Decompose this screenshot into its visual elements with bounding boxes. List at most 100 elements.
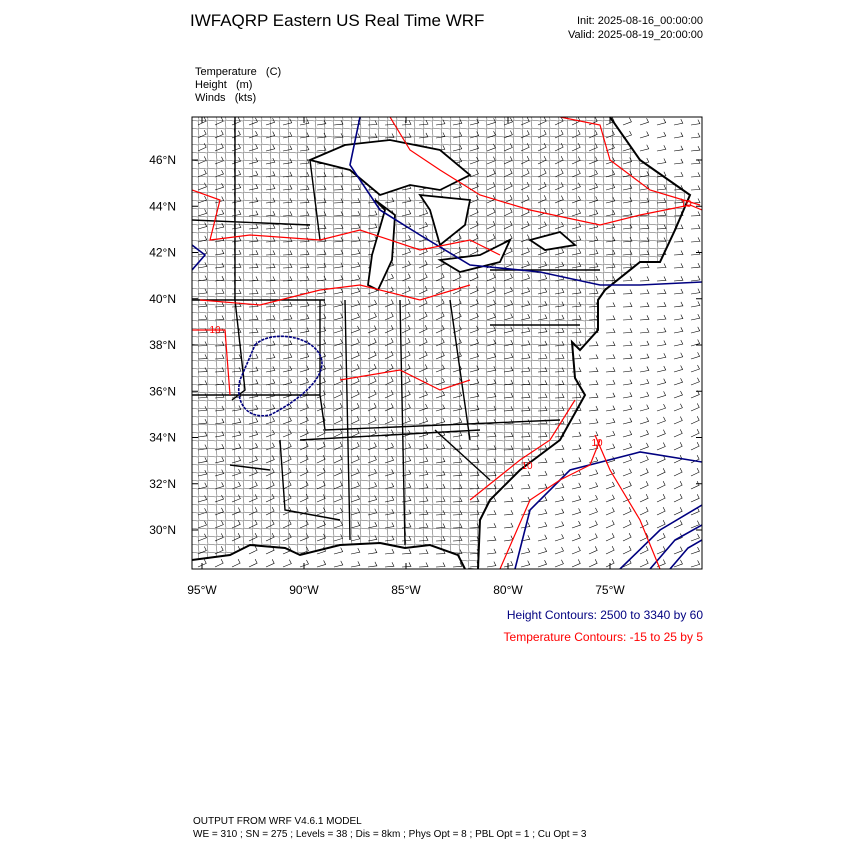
wind-barb (554, 521, 565, 529)
wind-barb (605, 558, 615, 568)
wind-barb (690, 145, 701, 152)
wind-barb (673, 559, 683, 568)
wind-barb (605, 354, 616, 360)
wind-barb (554, 559, 564, 568)
wind-barb (384, 562, 395, 568)
wind-barb (622, 289, 633, 295)
wind-barb (605, 481, 615, 490)
wind-barb (571, 418, 582, 425)
wind-barb (622, 494, 632, 503)
wind-barb (605, 533, 615, 542)
valid-time: Valid: 2025-08-19_20:00:00 (568, 29, 703, 41)
wind-barb (197, 559, 207, 568)
wind-barb (520, 471, 531, 477)
wind-barb (690, 313, 701, 321)
wind-barb (588, 431, 599, 438)
wind-barb (639, 546, 649, 555)
wind-barb (639, 366, 650, 373)
wind-barb (639, 118, 649, 126)
wind-barb (690, 301, 701, 308)
temperature-contour-info: Temperature Contours: -15 to 25 by 5 (504, 630, 704, 644)
wind-barb (605, 367, 616, 373)
wind-barb (622, 379, 633, 386)
wind-barb (622, 328, 633, 334)
wind-barb (486, 523, 497, 529)
wind-barb (605, 289, 616, 295)
wind-barb (690, 533, 700, 542)
wind-barb (622, 417, 633, 425)
lat-tick-label: 42°N (149, 246, 176, 260)
wind-barb (248, 545, 258, 555)
lon-tick-label: 90°W (289, 583, 319, 597)
map-area (192, 117, 702, 569)
wind-barb (588, 482, 599, 490)
wind-barb (333, 560, 344, 568)
wind-barb (656, 493, 666, 503)
wind-barb (656, 468, 666, 477)
wind-barb (656, 340, 667, 347)
wind-barb (588, 507, 598, 516)
wind-barb (571, 444, 582, 451)
wind-barb (690, 262, 701, 269)
wind-barb (537, 496, 548, 503)
init-time: Init: 2025-08-16_00:00:00 (577, 15, 703, 27)
wind-barb (656, 158, 667, 165)
wind-barb (690, 429, 700, 438)
wind-barb (605, 315, 616, 321)
wind-barb (605, 494, 615, 503)
wind-barb (588, 469, 599, 477)
wind-barb (520, 547, 531, 555)
wind-barb (486, 510, 497, 516)
lat-tick-label: 34°N (149, 431, 176, 445)
wind-barb (673, 237, 684, 243)
wind-barb (571, 470, 582, 477)
wind-barb (690, 454, 700, 464)
wind-barb (588, 444, 599, 451)
wind-barb (554, 546, 564, 555)
wind-barb (639, 481, 649, 490)
wind-barb (248, 558, 258, 568)
wind-barb (554, 444, 565, 451)
wind-barb (673, 158, 684, 165)
wind-barb (503, 484, 514, 490)
wind-barb (656, 289, 667, 295)
lat-tick-label: 36°N (149, 384, 176, 398)
wind-barb (588, 520, 598, 529)
field-label: Height (m) (195, 79, 252, 91)
wind-barb (503, 509, 514, 516)
wind-barb (622, 507, 632, 516)
wind-barb (418, 549, 429, 555)
wind-barb (673, 365, 684, 373)
wind-barb (605, 520, 615, 529)
wind-barb (656, 314, 667, 321)
wind-barb (622, 468, 632, 477)
wind-barb (673, 416, 683, 425)
footer-line: OUTPUT FROM WRF V4.6.1 MODEL (193, 816, 362, 827)
wind-barb (673, 480, 683, 490)
wind-barb (503, 535, 514, 542)
wind-barb (537, 458, 548, 464)
wind-barb (673, 378, 683, 386)
wind-barb (639, 442, 649, 451)
wind-barb (571, 457, 582, 464)
field-label: Temperature (C) (195, 66, 281, 78)
wind-barb (571, 520, 581, 529)
wind-barb (656, 533, 666, 542)
wind-barb (690, 390, 700, 399)
wind-barb (588, 494, 598, 503)
wind-barb (639, 506, 649, 516)
wind-barb (367, 548, 378, 555)
wind-barb (673, 507, 683, 516)
wind-barb (656, 506, 666, 516)
wind-barb (622, 117, 632, 126)
wind-barb (690, 119, 701, 126)
wind-barb (520, 484, 531, 490)
wind-barb (571, 431, 582, 438)
wind-barb (588, 380, 599, 386)
wind-barb (265, 559, 275, 568)
wind-barb (690, 172, 701, 178)
wind-barb (554, 483, 565, 490)
wind-barb (622, 455, 632, 464)
lat-tick-label: 46°N (149, 153, 176, 167)
wind-barb (673, 119, 684, 126)
